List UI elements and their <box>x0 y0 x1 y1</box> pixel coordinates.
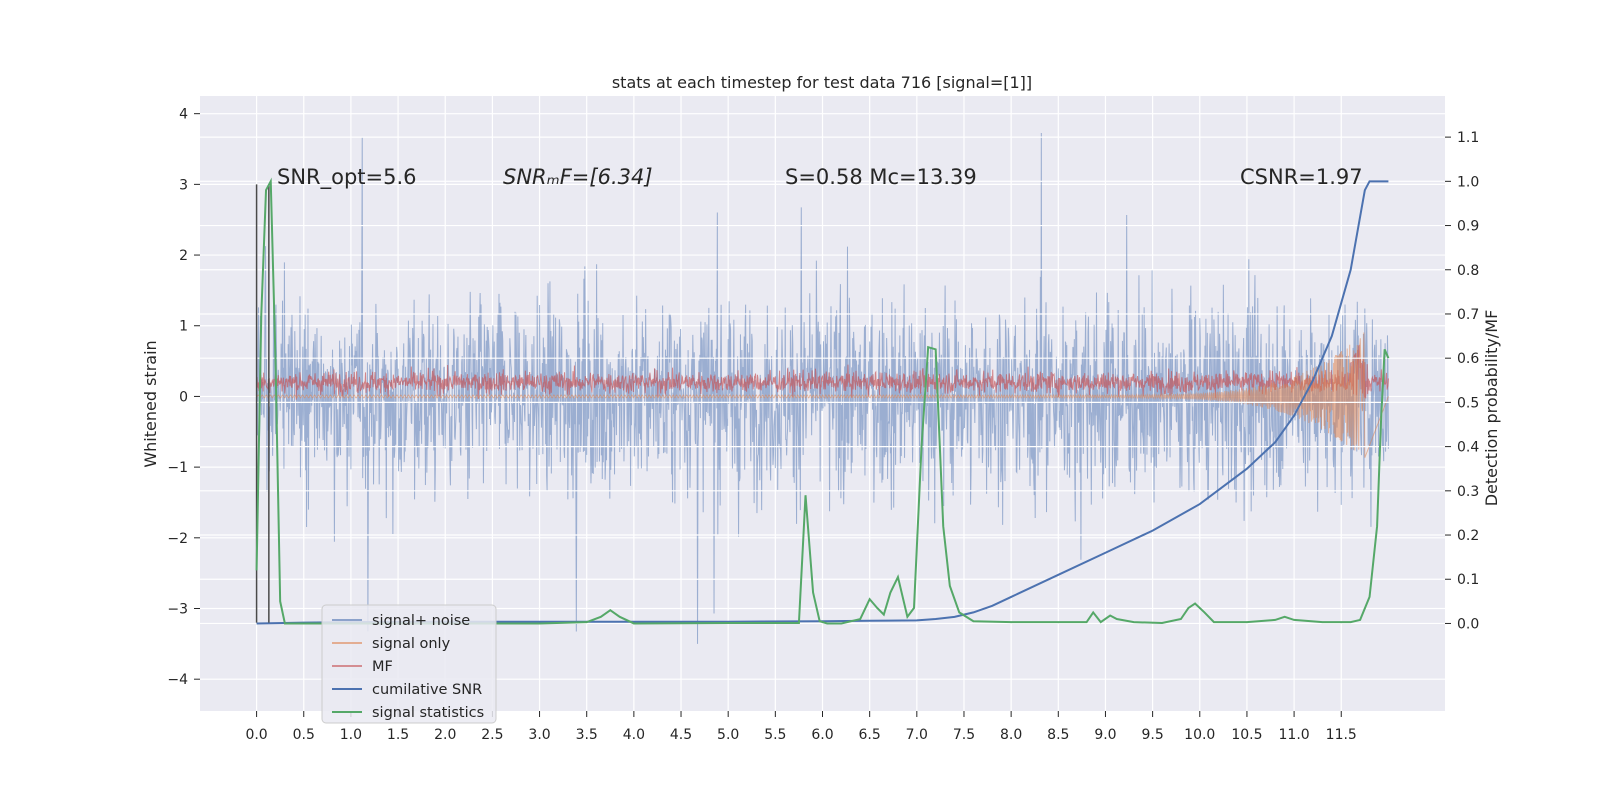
x-tick-label: 4.0 <box>623 727 645 743</box>
y-tick-label: 3 <box>179 177 188 193</box>
y-axis-right: 1.1 1.0 0.9 0.8 0.7 0.6 0.5 0.4 0.3 0.2 0.1 0.0 <box>1445 130 1479 632</box>
y2-tick-label: 0.1 <box>1457 572 1479 588</box>
x-tick-label: 9.5 <box>1141 727 1163 743</box>
x-tick-label: 8.5 <box>1047 727 1069 743</box>
y-tick-label: −1 <box>167 460 188 476</box>
annotation-csnr: CSNR=1.97 <box>1240 165 1363 189</box>
mf-series <box>256 344 1389 400</box>
x-tick-label: 11.5 <box>1326 727 1357 743</box>
legend-label: MF <box>372 659 393 675</box>
legend: signal+ noise signal only MF cumilative SNR… <box>321 604 497 724</box>
x-tick-label: 11.0 <box>1279 727 1310 743</box>
chart-title: stats at each timestep for test data 716… <box>612 73 1032 92</box>
annotation-snr-opt: SNR_opt=5.6 <box>277 165 417 190</box>
legend-label: signal statistics <box>372 705 484 721</box>
y2-tick-label: 0.5 <box>1457 395 1479 411</box>
y-tick-label: 0 <box>179 389 188 405</box>
y2-tick-label: 0.2 <box>1457 528 1479 544</box>
y2-axis-label: Detection probability/MF <box>1482 310 1501 507</box>
x-axis: 0.0 0.5 1.0 1.5 2.0 2.5 3.0 3.5 4.0 4.5 5.0 5.5 6.0 6… <box>245 711 1357 743</box>
y-tick-label: 2 <box>179 248 188 264</box>
x-tick-label: 0.5 <box>293 727 315 743</box>
y-axis-label: Whitened strain <box>141 340 160 467</box>
x-tick-label: 2.0 <box>434 727 456 743</box>
x-tick-label: 3.0 <box>528 727 550 743</box>
signal-statistics-series <box>255 177 1390 625</box>
x-tick-label: 1.5 <box>387 727 409 743</box>
x-tick-label: 8.0 <box>1000 727 1022 743</box>
x-tick-label: 3.5 <box>576 727 598 743</box>
y2-tick-label: 0.3 <box>1457 484 1479 500</box>
y2-tick-label: 0.6 <box>1457 351 1479 367</box>
y2-tick-label: 0.9 <box>1457 219 1479 235</box>
y2-tick-label: 0.0 <box>1457 616 1479 632</box>
y-axis-left: 4 3 2 1 0 −1 −2 −3 −4 <box>167 107 200 688</box>
y-tick-label: −2 <box>167 531 188 547</box>
x-tick-label: 9.0 <box>1094 727 1116 743</box>
x-tick-label: 10.0 <box>1184 727 1215 743</box>
y-tick-label: −3 <box>167 602 188 618</box>
signal-statistics-line <box>255 177 1390 625</box>
mf-line <box>256 344 1389 400</box>
y2-tick-label: 0.8 <box>1457 263 1479 279</box>
legend-box <box>321 604 497 724</box>
annotation-s-mc: S=0.58 Mc=13.39 <box>785 165 977 189</box>
legend-label: signal+ noise <box>372 613 470 629</box>
cumilative-snr-line <box>256 180 1389 625</box>
x-tick-label: 5.5 <box>764 727 786 743</box>
x-tick-label: 5.0 <box>717 727 739 743</box>
signal-only-series <box>256 332 1389 458</box>
y2-tick-label: 0.7 <box>1457 307 1479 323</box>
legend-label: signal only <box>372 636 451 652</box>
x-tick-label: 6.0 <box>811 727 833 743</box>
x-tick-label: 7.5 <box>953 727 975 743</box>
signal-only-line <box>256 332 1389 458</box>
right-axis-grid <box>200 136 1445 625</box>
y-tick-label: 4 <box>179 107 188 123</box>
y2-tick-label: 1.1 <box>1457 130 1479 146</box>
y2-tick-label: 1.0 <box>1457 174 1479 190</box>
x-tick-label: 7.0 <box>906 727 928 743</box>
x-tick-label: 6.5 <box>859 727 881 743</box>
x-tick-label: 4.5 <box>670 727 692 743</box>
x-tick-label: 0.0 <box>245 727 267 743</box>
y-tick-label: −4 <box>167 672 188 688</box>
annotation-snr-mf: SNRₘF=[6.34] <box>503 165 653 189</box>
x-tick-label: 1.0 <box>340 727 362 743</box>
x-tick-label: 10.5 <box>1231 727 1262 743</box>
y2-tick-label: 0.4 <box>1457 440 1479 456</box>
legend-label: cumilative SNR <box>372 682 482 698</box>
y-tick-label: 1 <box>179 319 188 335</box>
x-tick-label: 2.5 <box>481 727 503 743</box>
